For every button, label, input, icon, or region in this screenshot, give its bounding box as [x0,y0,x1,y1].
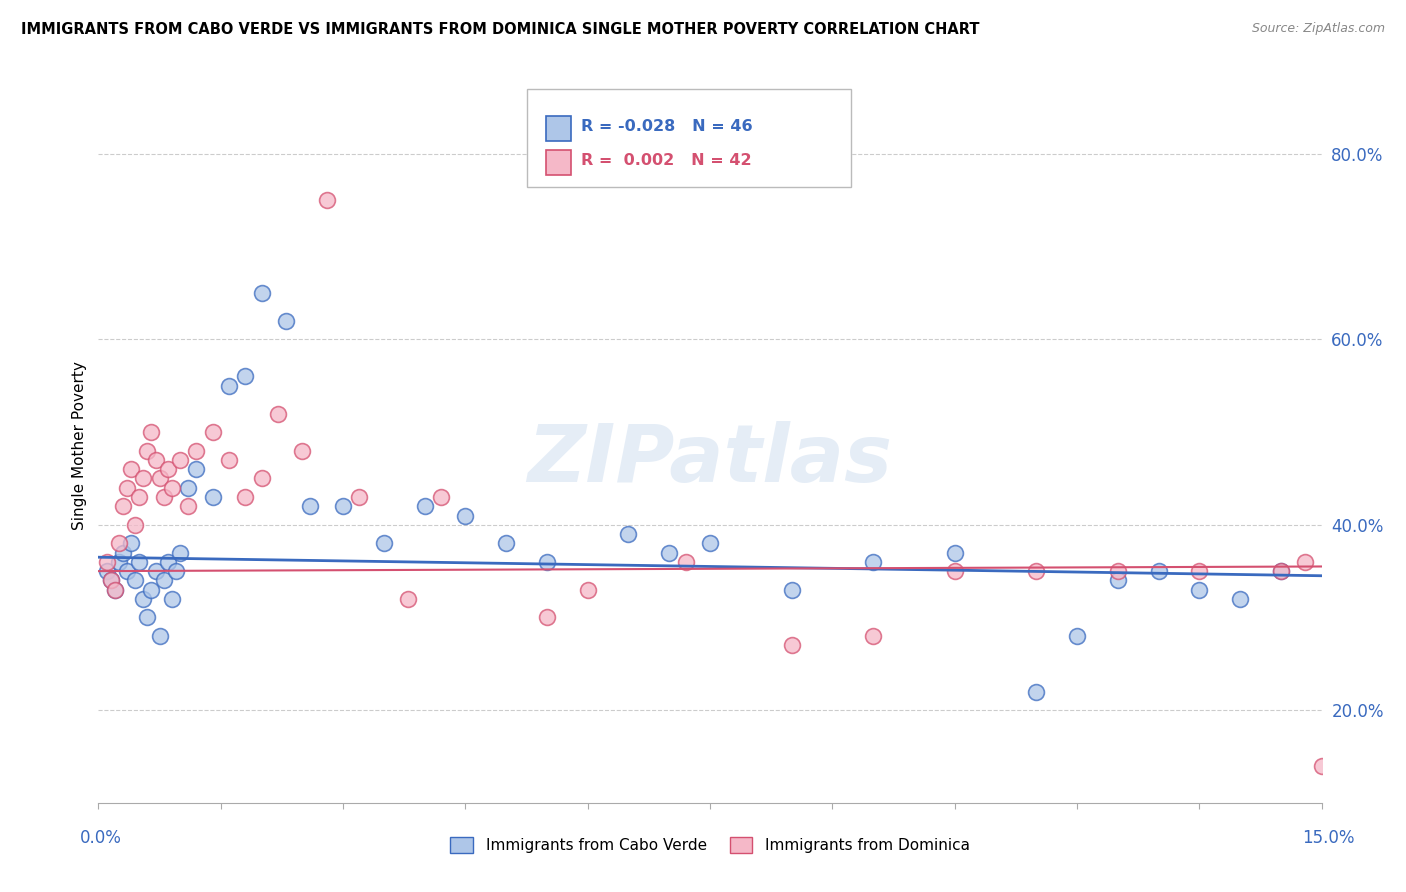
Point [862,555,884,569]
Point [1025,684,1047,698]
Point [536,610,558,624]
Point [658,545,681,559]
Point [267,407,290,421]
Point [617,527,640,541]
Point [943,545,966,559]
Point [104,582,127,597]
Point [454,508,477,523]
Point [373,536,395,550]
Point [165,564,187,578]
Point [128,555,150,569]
Point [124,574,146,588]
Point [149,471,172,485]
Point [136,610,159,624]
Point [1025,564,1047,578]
Point [291,443,314,458]
Point [349,490,371,504]
Point [218,378,240,392]
Point [152,574,174,588]
Point [862,629,884,643]
Legend: Immigrants from Cabo Verde, Immigrants from Dominica: Immigrants from Cabo Verde, Immigrants f… [444,831,976,859]
Point [396,591,419,606]
Point [136,443,159,458]
Point [201,490,224,504]
Point [156,462,179,476]
Point [675,555,697,569]
Point [1294,555,1316,569]
Point [186,462,208,476]
Point [96,564,118,578]
Y-axis label: Single Mother Poverty: Single Mother Poverty [72,361,87,531]
Point [177,500,200,514]
Point [177,481,200,495]
Point [332,500,354,514]
Point [250,471,273,485]
Text: ZIPatlas: ZIPatlas [527,421,893,500]
Point [1229,591,1251,606]
Point [233,490,256,504]
Point [299,500,322,514]
Point [1188,582,1211,597]
Point [120,462,142,476]
Point [1188,564,1211,578]
Point [100,574,122,588]
Text: Source: ZipAtlas.com: Source: ZipAtlas.com [1251,22,1385,36]
Point [1147,564,1170,578]
Text: R =  0.002   N = 42: R = 0.002 N = 42 [581,153,751,168]
Point [160,591,183,606]
Point [152,490,174,504]
Point [1270,564,1292,578]
Point [1066,629,1088,643]
Point [536,555,558,569]
Point [115,564,138,578]
Point [115,481,138,495]
Text: 0.0%: 0.0% [80,829,122,847]
Point [250,286,273,301]
Point [108,536,131,550]
Point [100,574,122,588]
Text: R = -0.028   N = 46: R = -0.028 N = 46 [581,119,752,134]
Point [1310,758,1333,772]
Point [780,582,803,597]
Point [699,536,721,550]
Point [233,369,256,384]
Point [104,582,127,597]
Point [274,314,297,328]
Point [120,536,142,550]
Point [169,453,191,467]
Point [169,545,191,559]
Point [141,425,163,439]
Point [186,443,208,458]
Point [430,490,453,504]
Point [576,582,599,597]
Point [128,490,150,504]
Point [413,500,436,514]
Point [1107,574,1129,588]
Point [201,425,224,439]
Point [124,517,146,532]
Text: 15.0%: 15.0% [1302,829,1355,847]
Point [1270,564,1292,578]
Point [145,453,167,467]
Point [1107,564,1129,578]
Point [96,555,118,569]
Text: IMMIGRANTS FROM CABO VERDE VS IMMIGRANTS FROM DOMINICA SINGLE MOTHER POVERTY COR: IMMIGRANTS FROM CABO VERDE VS IMMIGRANTS… [21,22,980,37]
Point [132,471,155,485]
Point [943,564,966,578]
Point [132,591,155,606]
Point [780,638,803,652]
Point [141,582,163,597]
Point [111,545,134,559]
Point [315,194,337,208]
Point [156,555,179,569]
Point [108,555,131,569]
Point [111,500,134,514]
Point [145,564,167,578]
Point [495,536,517,550]
Point [160,481,183,495]
Point [149,629,172,643]
Point [218,453,240,467]
